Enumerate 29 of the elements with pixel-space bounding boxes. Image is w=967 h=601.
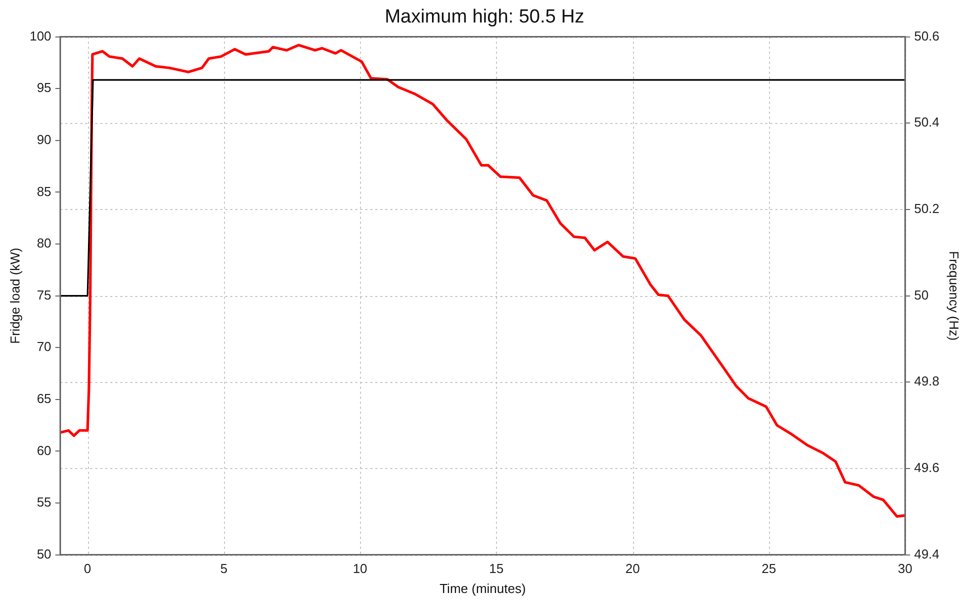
y2-tick-label: 49.8 bbox=[914, 374, 940, 389]
y2-axis-title: Frequency (Hz) bbox=[946, 251, 962, 341]
y-tick-label: 100 bbox=[30, 28, 52, 44]
x-tick-label: 15 bbox=[489, 561, 504, 576]
y2-tick-label: 50.6 bbox=[914, 28, 940, 44]
x-tick-label: 25 bbox=[762, 561, 776, 576]
y2-tick-label: 49.4 bbox=[914, 546, 940, 562]
y-tick-label: 75 bbox=[36, 287, 52, 302]
y2-tick-label: 49.6 bbox=[914, 460, 940, 476]
chart-title: Maximum high: 50.5 Hz bbox=[384, 6, 584, 28]
y2-tick-label: 50.2 bbox=[914, 201, 940, 216]
y-tick-label: 80 bbox=[36, 236, 52, 251]
x-tick-label: 5 bbox=[220, 561, 228, 576]
y-tick-label: 95 bbox=[36, 80, 52, 96]
y-tick-label: 90 bbox=[36, 132, 52, 147]
y-tick-label: 70 bbox=[36, 339, 52, 354]
y-tick-label: 60 bbox=[36, 442, 52, 458]
x-tick-label: 30 bbox=[898, 561, 912, 576]
y-tick-label: 55 bbox=[36, 494, 52, 510]
y-tick-label: 65 bbox=[36, 390, 52, 406]
x-axis-title: Time (minutes) bbox=[440, 580, 526, 596]
x-tick-label: 0 bbox=[84, 561, 92, 576]
y2-tick-label: 50 bbox=[914, 287, 929, 302]
x-tick-label: 10 bbox=[352, 561, 368, 576]
x-tick-label: 20 bbox=[625, 561, 640, 576]
y-tick-label: 50 bbox=[36, 546, 52, 562]
y-tick-label: 85 bbox=[36, 184, 52, 199]
y2-tick-label: 50.4 bbox=[914, 114, 940, 130]
y-axis-title: Fridge load (kW) bbox=[7, 248, 22, 344]
